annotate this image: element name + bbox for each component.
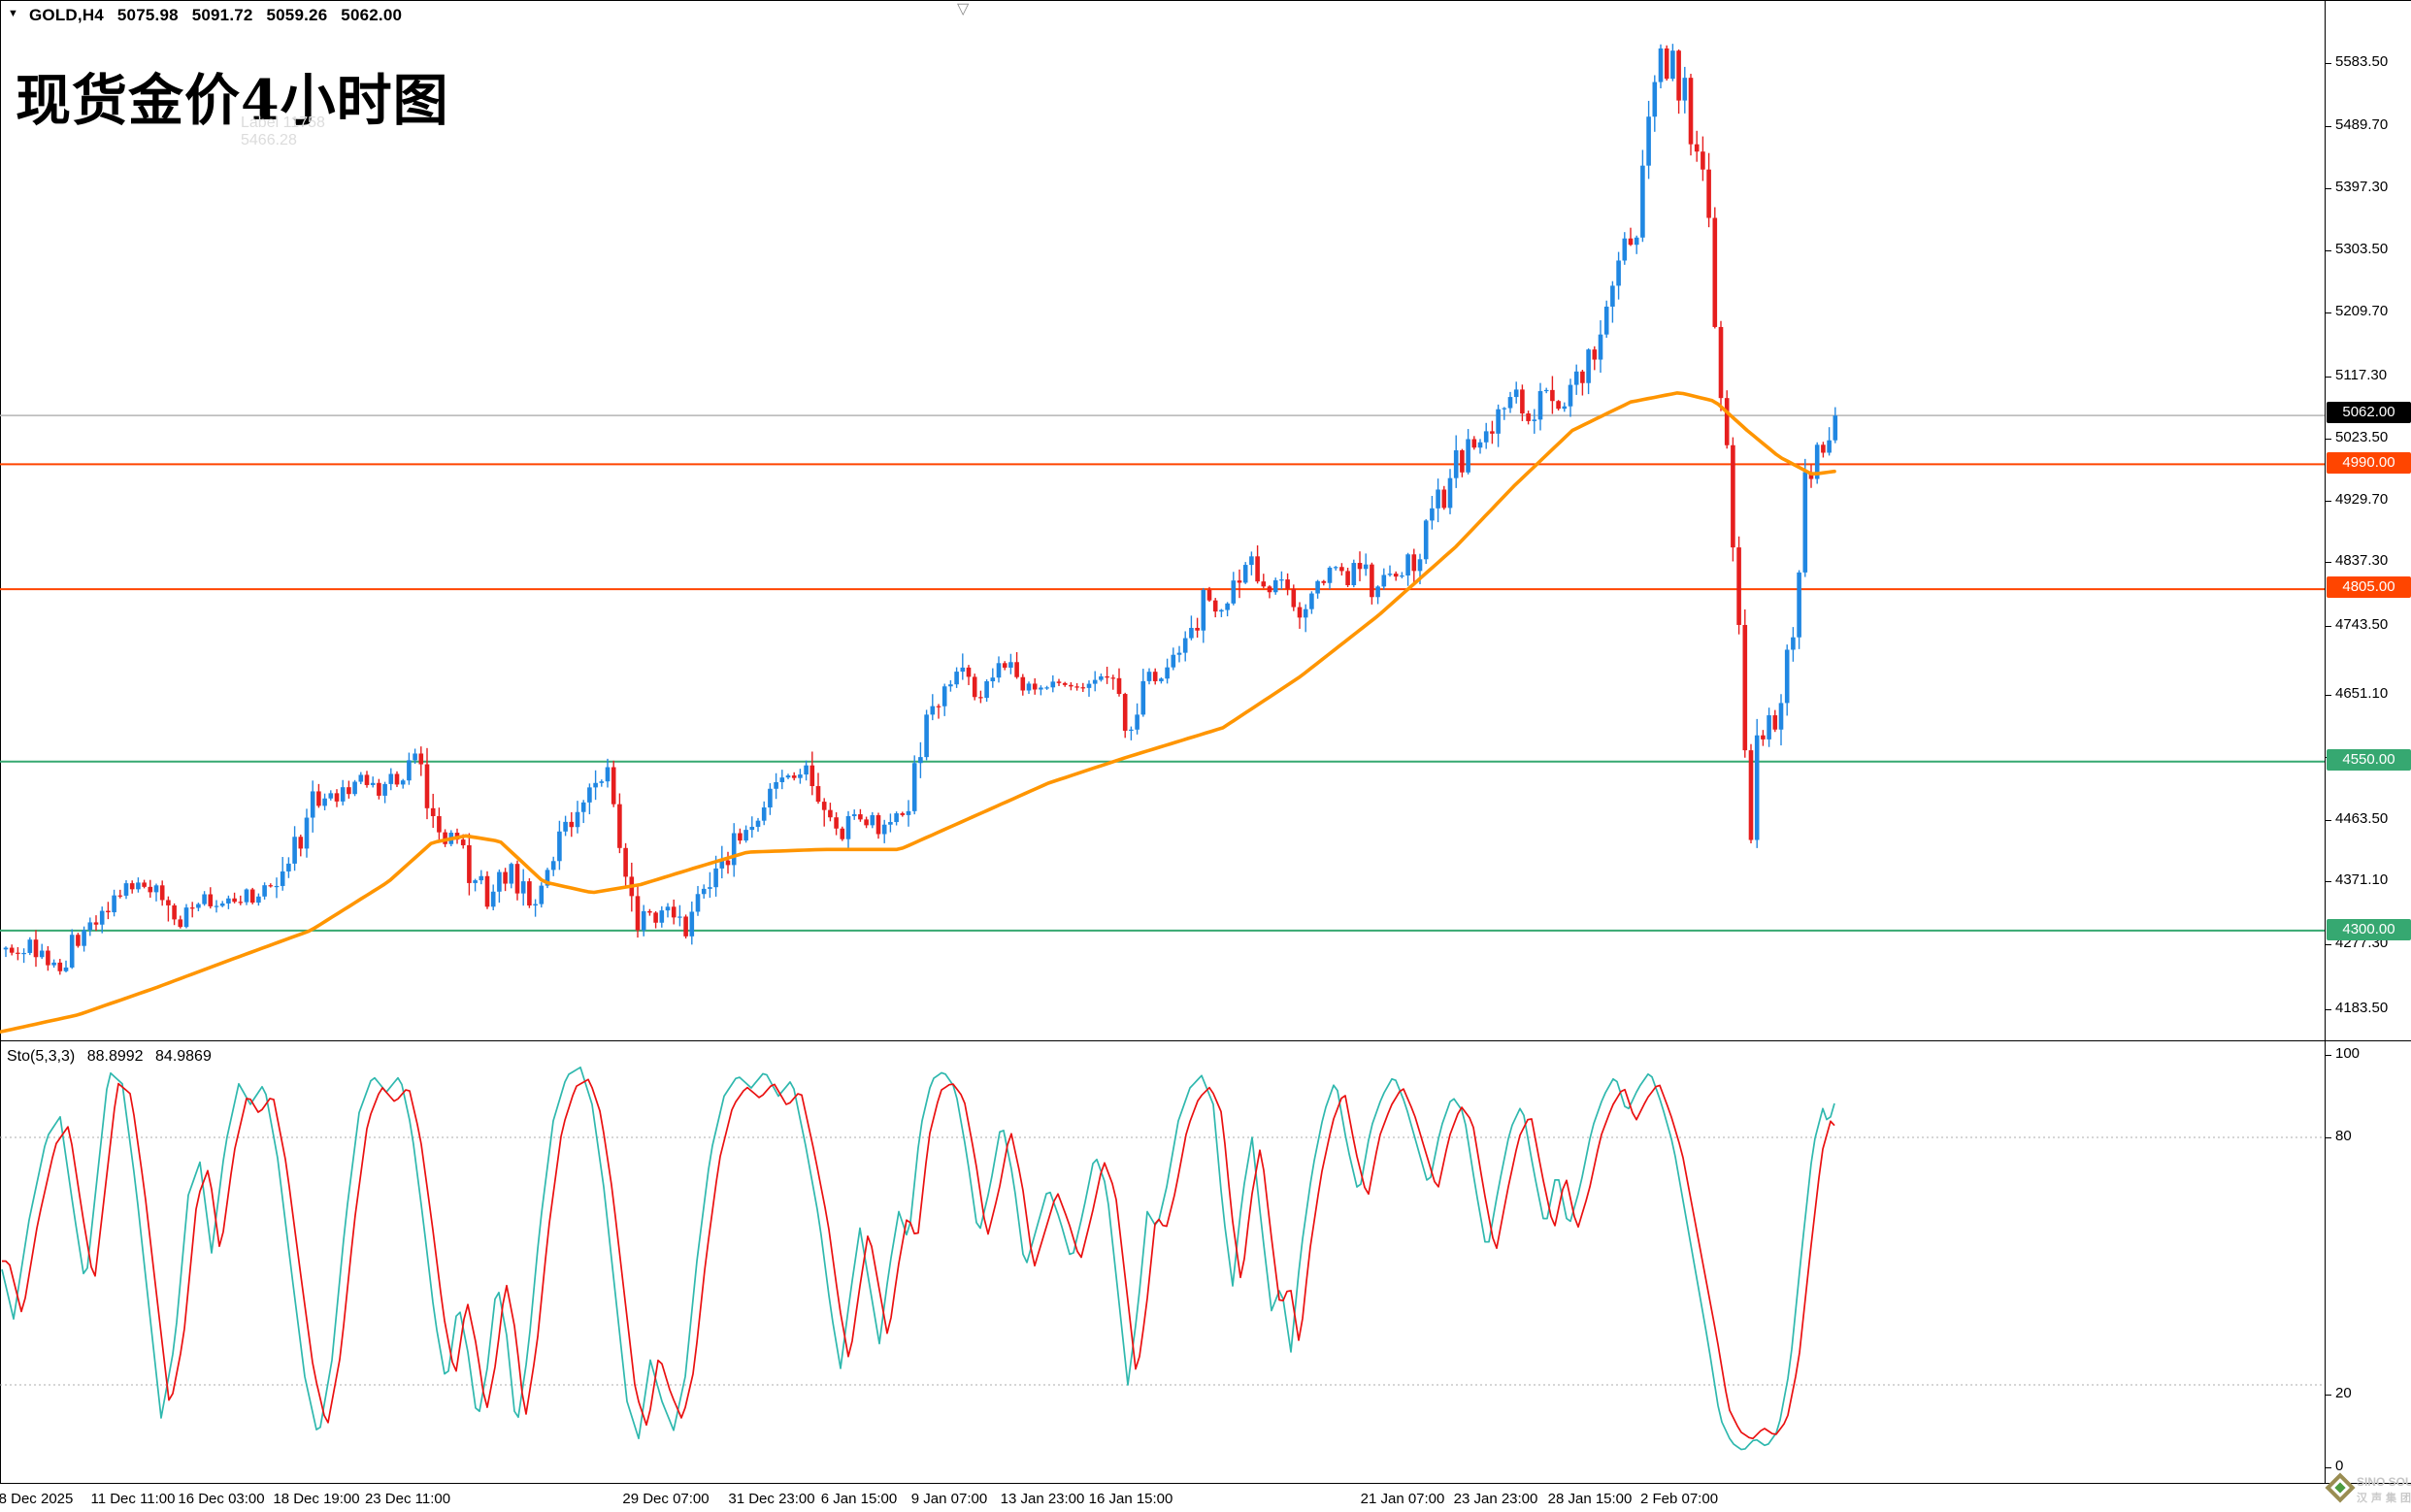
price-level-badge-4550.00: 4550.00 [2327, 749, 2411, 771]
price-tick-5023.50: 5023.50 [2335, 429, 2389, 445]
price-tick-mark [2325, 126, 2331, 127]
sub-tick-mark [2325, 1395, 2331, 1396]
ghost-label-name: Label 11758 [241, 115, 325, 131]
watermark-name: SINO SOUND [2357, 1475, 2411, 1489]
price-tick-4929.70: 4929.70 [2335, 491, 2389, 508]
price-tick-mark [2325, 881, 2331, 882]
level-lines [0, 414, 2325, 932]
time-label: 29 Dec 07:00 [622, 1491, 710, 1507]
header-close: 5062.00 [341, 6, 403, 24]
price-tick-mark [2325, 377, 2331, 378]
bottom-frame [0, 1483, 2411, 1484]
sub-tick-mark [2325, 1137, 2331, 1138]
time-label: 8 Dec 2025 [0, 1491, 74, 1507]
price-tick-mark [2325, 188, 2331, 189]
candles [3, 44, 1838, 975]
price-tick-5397.30: 5397.30 [2335, 179, 2389, 195]
indicator-label: Sto(5,3,3) 88.8992 84.9869 [7, 1048, 219, 1066]
time-label: 21 Jan 07:00 [1360, 1491, 1445, 1507]
top-border [0, 0, 2411, 1]
header-symbol: GOLD,H4 [29, 6, 104, 24]
time-label: 23 Dec 11:00 [364, 1491, 451, 1507]
price-tick-4371.10: 4371.10 [2335, 871, 2389, 888]
indicator-name: Sto(5,3,3) [7, 1048, 76, 1065]
price-tick-4183.50: 4183.50 [2335, 1000, 2389, 1016]
price-tick-5303.50: 5303.50 [2335, 241, 2389, 257]
time-label: 11 Dec 11:00 [90, 1491, 176, 1507]
price-tick-4837.30: 4837.30 [2335, 552, 2389, 569]
price-level-badge-4805.00: 4805.00 [2327, 576, 2411, 598]
price-tick-4743.50: 4743.50 [2335, 616, 2389, 633]
price-level-badge-4990.00: 4990.00 [2327, 452, 2411, 474]
header-high: 5091.72 [191, 6, 253, 24]
stochastic-signal-line [2, 1078, 1835, 1440]
left-border [0, 0, 1, 1483]
price-tick-mark [2325, 501, 2331, 502]
moving-average-line[interactable] [0, 391, 1836, 1035]
price-tick-mark [2325, 63, 2331, 64]
chart-shift-marker-icon[interactable]: ▽ [957, 1, 970, 17]
time-label: 2 Feb 07:00 [1639, 1491, 1719, 1507]
time-label: 16 Dec 03:00 [178, 1491, 265, 1507]
pane-separator[interactable] [0, 1040, 2411, 1041]
price-tick-mark [2325, 439, 2331, 440]
sino-sound-logo-icon [2325, 1472, 2356, 1503]
price-tick-mark [2325, 250, 2331, 251]
page-title: 现货金价4小时图 [16, 68, 449, 133]
ghost-label-price: 5466.28 [241, 132, 297, 148]
time-label: 6 Jan 15:00 [820, 1491, 898, 1507]
stochastic-main-line [1, 1066, 1835, 1451]
symbol-dropdown-icon[interactable]: ▼ [8, 8, 18, 19]
indicator-d-value: 84.9869 [155, 1048, 212, 1065]
sub-tick-20: 20 [2335, 1385, 2352, 1401]
header-low: 5059.26 [266, 6, 328, 24]
ohlc-header: GOLD,H4 5075.98 5091.72 5059.26 5062.00 [29, 6, 411, 25]
time-label: 16 Jan 15:00 [1088, 1491, 1173, 1507]
price-tick-mark [2325, 626, 2331, 627]
time-label: 23 Jan 23:00 [1453, 1491, 1538, 1507]
time-label: 9 Jan 07:00 [910, 1491, 988, 1507]
price-tick-mark [2325, 820, 2331, 821]
time-label: 13 Jan 23:00 [1000, 1491, 1085, 1507]
time-label: 18 Dec 19:00 [273, 1491, 360, 1507]
broker-watermark: SINO SOUND 汉声集团 [2324, 1469, 2411, 1510]
time-label: 31 Dec 23:00 [728, 1491, 815, 1507]
sub-tick-0: 0 [2335, 1458, 2344, 1474]
price-tick-mark [2325, 312, 2331, 313]
stochastic-subchart[interactable] [0, 1040, 2325, 1483]
price-tick-5583.50: 5583.50 [2335, 53, 2389, 70]
sub-tick-100: 100 [2335, 1045, 2361, 1062]
price-level-badge-5062.00: 5062.00 [2327, 402, 2411, 423]
price-tick-5209.70: 5209.70 [2335, 303, 2389, 319]
price-level-badge-4300.00: 4300.00 [2327, 919, 2411, 940]
time-label: 28 Jan 15:00 [1547, 1491, 1633, 1507]
price-tick-mark [2325, 562, 2331, 563]
price-tick-4651.10: 4651.10 [2335, 685, 2389, 702]
ghost-object-label: Label 11758 5466.28 [241, 115, 325, 149]
sub-tick-80: 80 [2335, 1128, 2352, 1144]
price-tick-5489.70: 5489.70 [2335, 116, 2389, 133]
price-tick-mark [2325, 1009, 2331, 1010]
indicator-k-value: 88.8992 [86, 1048, 144, 1065]
watermark-name-cn: 汉声集团 [2357, 1493, 2411, 1504]
price-tick-mark [2325, 695, 2331, 696]
sub-tick-mark [2325, 1055, 2331, 1056]
sub-tick-mark [2325, 1467, 2331, 1468]
price-tick-mark [2325, 944, 2331, 945]
price-axis-separator [2325, 0, 2326, 1483]
main-price-chart[interactable] [0, 0, 2325, 1040]
header-open: 5075.98 [116, 6, 179, 24]
price-tick-5117.30: 5117.30 [2335, 367, 2388, 383]
price-tick-4463.50: 4463.50 [2335, 810, 2389, 827]
